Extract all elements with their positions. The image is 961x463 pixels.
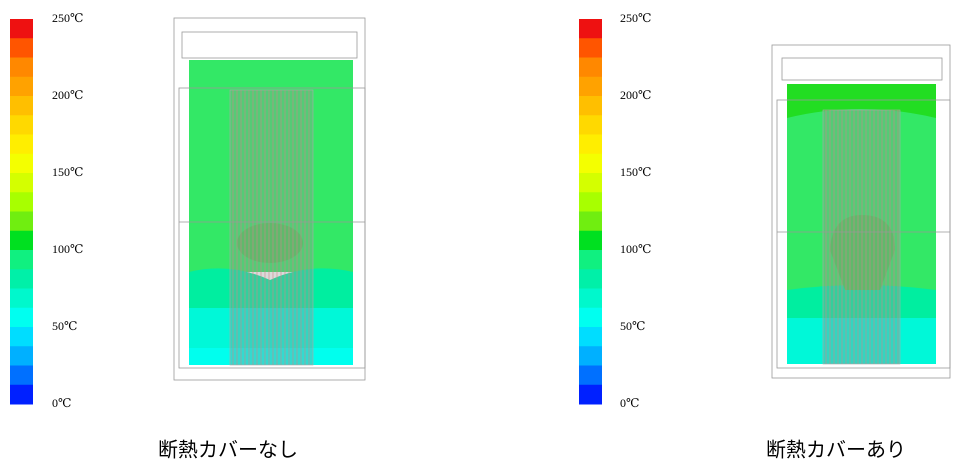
scale-segment bbox=[579, 250, 602, 270]
tube-bundle bbox=[822, 109, 901, 365]
scale-segment bbox=[10, 115, 33, 135]
scale-segment bbox=[10, 269, 33, 289]
scale-segment bbox=[579, 365, 602, 386]
scale-label: 150℃ bbox=[620, 165, 651, 179]
column bbox=[822, 109, 901, 365]
scale-segment bbox=[10, 19, 33, 39]
scale-segment bbox=[579, 269, 602, 289]
zone-green bbox=[787, 109, 936, 290]
scale-label: 150℃ bbox=[52, 165, 83, 179]
zone-mint bbox=[787, 285, 936, 318]
scale-segment bbox=[579, 346, 602, 366]
scale-segment bbox=[579, 173, 602, 193]
tube-bundle bbox=[229, 89, 314, 366]
color-scale: 250℃ 200℃ 150℃ 100℃ 50℃ 0℃ bbox=[10, 11, 83, 410]
lid bbox=[781, 57, 943, 81]
scale-segment bbox=[10, 211, 33, 232]
scale-segment bbox=[579, 153, 602, 174]
scale-segment bbox=[579, 230, 602, 251]
scale-segment bbox=[579, 57, 602, 78]
scale-segment bbox=[10, 173, 33, 193]
scale-label: 50℃ bbox=[52, 319, 77, 333]
scale-segment bbox=[579, 76, 602, 97]
lid bbox=[181, 31, 358, 59]
scale-label: 0℃ bbox=[620, 396, 639, 410]
scale-label: 200℃ bbox=[52, 88, 83, 102]
scale-segment bbox=[10, 192, 33, 212]
scale-segment bbox=[10, 38, 33, 58]
scale-segment bbox=[10, 76, 33, 97]
scale-label: 250℃ bbox=[620, 11, 651, 25]
scale-segment bbox=[10, 327, 33, 347]
color-scale: 250℃ 200℃ 150℃ 100℃ 50℃ 0℃ bbox=[579, 11, 651, 410]
scale-label: 50℃ bbox=[620, 319, 645, 333]
scale-segment bbox=[579, 19, 602, 39]
scale-segment bbox=[10, 96, 33, 116]
scale-segment bbox=[579, 134, 602, 155]
scale-segment bbox=[579, 307, 602, 328]
scale-segment bbox=[10, 134, 33, 155]
scale-label: 200℃ bbox=[620, 88, 651, 102]
scale-segment bbox=[579, 115, 602, 135]
panel-with-cover bbox=[771, 44, 951, 379]
scale-segment bbox=[579, 288, 602, 309]
scale-segment bbox=[10, 153, 33, 174]
inner-frame bbox=[776, 99, 951, 369]
scale-segment bbox=[10, 346, 33, 366]
scale-segment bbox=[579, 38, 602, 58]
scale-segment bbox=[10, 365, 33, 386]
column bbox=[229, 89, 314, 366]
panel-without-cover bbox=[173, 17, 366, 381]
caption: 断熱カバーあり bbox=[766, 439, 906, 462]
hot-spot bbox=[237, 223, 303, 263]
scale-segment bbox=[10, 384, 33, 405]
zone-cyan bbox=[787, 318, 936, 364]
scale-label: 250℃ bbox=[52, 11, 83, 25]
scale-label: 0℃ bbox=[52, 396, 71, 410]
scale-segment bbox=[579, 384, 602, 405]
scale-segment bbox=[579, 96, 602, 116]
scale-segment bbox=[10, 230, 33, 251]
scale-segment bbox=[579, 192, 602, 212]
zone-cyan bbox=[189, 308, 353, 348]
caption: 断熱カバーなし bbox=[158, 439, 298, 462]
scale-segment bbox=[579, 327, 602, 347]
inner-frame bbox=[178, 87, 366, 369]
scale-segment bbox=[10, 307, 33, 328]
scale-segment bbox=[579, 211, 602, 232]
scale-segment bbox=[10, 250, 33, 270]
scale-label: 100℃ bbox=[52, 242, 83, 256]
scale-label: 100℃ bbox=[620, 242, 651, 256]
scale-segment bbox=[10, 288, 33, 309]
scale-segment bbox=[10, 57, 33, 78]
